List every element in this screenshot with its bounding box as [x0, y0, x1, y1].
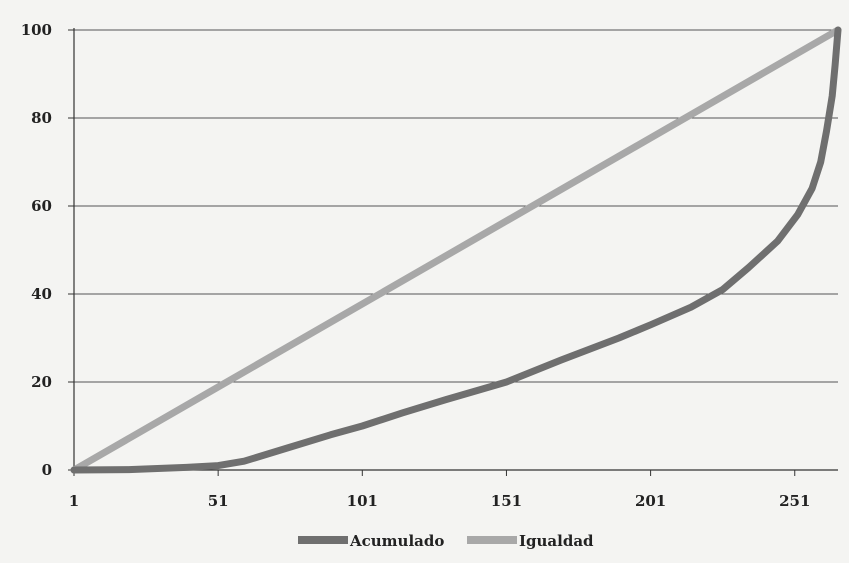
y-tick-label-40: 40	[31, 285, 52, 303]
y-tick-labels: 0 20 40 60 80 100	[21, 21, 52, 479]
x-tick-labels: 1 51 101 151 201 251	[69, 492, 811, 510]
y-tick-label-60: 60	[31, 197, 52, 215]
series-line-igualdad	[70, 26, 842, 474]
y-tick-label-20: 20	[31, 373, 52, 391]
series-line-acumulado	[70, 26, 842, 474]
legend-label-igualdad: Igualdad	[519, 532, 594, 550]
series-lines	[70, 26, 842, 474]
y-tick-label-0: 0	[42, 461, 52, 479]
x-tick-label-201: 201	[635, 492, 666, 510]
legend-label-acumulado: Acumulado	[349, 532, 444, 550]
legend: Acumulado Igualdad	[298, 532, 594, 550]
y-tick-label-80: 80	[31, 109, 52, 127]
x-tick-label-251: 251	[779, 492, 810, 510]
x-tick-label-151: 151	[491, 492, 522, 510]
x-tick-label-51: 51	[208, 492, 229, 510]
x-tick-label-1: 1	[69, 492, 79, 510]
y-tick-label-100: 100	[21, 21, 52, 39]
x-tick-label-101: 101	[347, 492, 378, 510]
